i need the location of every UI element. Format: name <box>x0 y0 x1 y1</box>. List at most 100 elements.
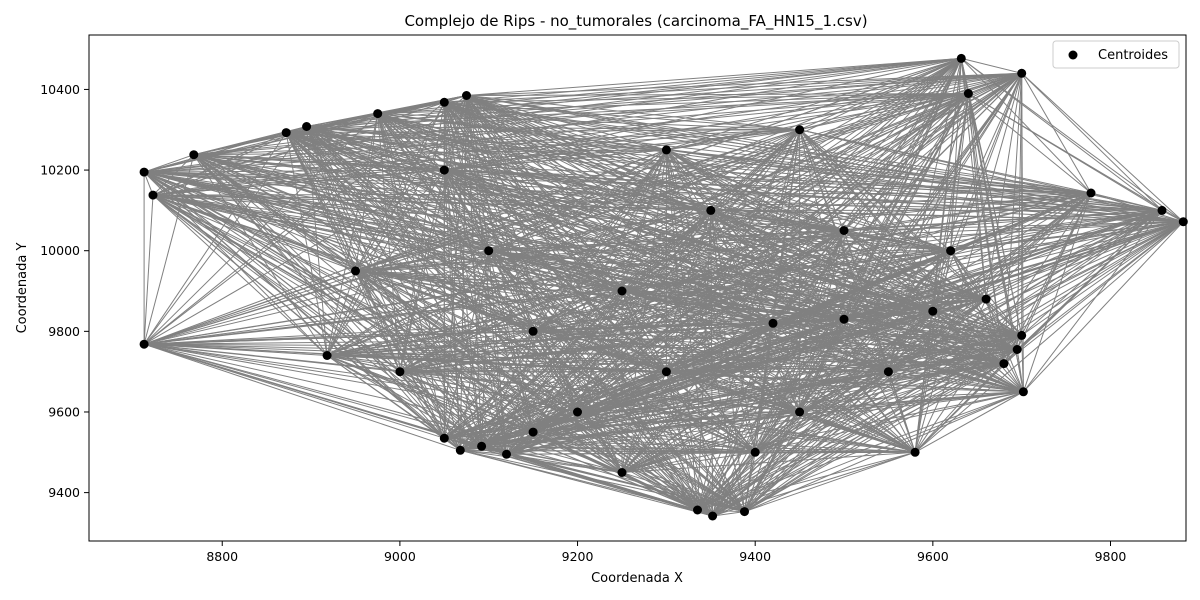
legend: Centroides <box>1052 40 1180 69</box>
centroid-point <box>910 447 920 457</box>
rips-edge <box>143 113 379 345</box>
centroid-point <box>351 266 360 276</box>
rips-edge <box>443 95 467 171</box>
rips-edge <box>914 210 1163 453</box>
rips-edge <box>666 93 969 151</box>
rips-edge <box>843 318 1005 365</box>
centroid-point <box>883 367 893 377</box>
rips-edge <box>443 170 483 447</box>
rips-edge <box>444 129 800 171</box>
rips-edge <box>444 169 1163 211</box>
rips-edge <box>533 330 1004 365</box>
rips-edge <box>532 330 756 453</box>
x-axis-ticks: 8800 9000 9200 9400 9600 9800 <box>206 541 1126 564</box>
rips-edge <box>399 149 667 373</box>
rips-edge <box>532 250 951 433</box>
rips-edge <box>193 154 507 455</box>
rips-edge <box>950 250 1005 364</box>
y-tick-label: 9800 <box>48 324 80 339</box>
rips-edge <box>193 154 356 272</box>
rips-edge <box>843 192 1092 231</box>
rips-edge <box>532 298 987 433</box>
rips-edge <box>532 221 1184 433</box>
centroid-point <box>795 407 805 417</box>
rips-edge <box>744 349 1018 513</box>
rips-edge <box>444 93 969 171</box>
rips-edge <box>799 129 1005 364</box>
centroid-point <box>148 190 158 200</box>
rips-edge <box>355 270 623 292</box>
rips-edge <box>143 101 445 345</box>
rips-edge <box>444 101 1163 211</box>
rips-edge <box>355 113 379 271</box>
centroid-point <box>139 339 149 349</box>
rips-edge <box>621 371 889 473</box>
rips-edge <box>665 149 712 211</box>
rips-edge <box>1021 221 1184 336</box>
rips-edge <box>843 230 1005 364</box>
rips-edge <box>399 102 445 372</box>
rips-edge <box>444 72 1022 171</box>
rips-edge <box>710 209 1184 223</box>
rips-edge <box>152 194 534 433</box>
rips-edge <box>355 95 467 272</box>
rips-edge <box>506 453 713 517</box>
plot-area: 8800 9000 9200 9400 9600 9800 9400 9600 9800 100… <box>40 34 1188 564</box>
rips-edge <box>772 322 889 373</box>
rips-edge <box>355 270 1024 393</box>
rips-edge <box>932 250 952 312</box>
rips-edge <box>444 93 969 439</box>
rips-edge <box>621 250 951 473</box>
centroid-point <box>439 97 449 107</box>
rips-edge <box>306 93 969 127</box>
rips-edge <box>444 169 623 292</box>
rips-edge <box>355 270 756 453</box>
rips-edge <box>914 250 952 453</box>
centroid-point <box>439 165 449 175</box>
rips-edge <box>143 93 969 345</box>
rips-edge <box>143 154 195 345</box>
rips-edge <box>326 93 969 356</box>
rips-edge <box>710 210 756 453</box>
rips-edge <box>355 250 951 272</box>
rips-edge <box>326 355 461 451</box>
rips-edge <box>152 194 328 356</box>
centroid-point <box>477 441 487 451</box>
rips-edge <box>799 93 969 131</box>
rips-edge <box>1023 210 1163 393</box>
rips-edge <box>665 149 801 413</box>
rips-edge <box>306 126 507 455</box>
rips-edge <box>1021 72 1163 211</box>
rips-edge <box>532 72 1022 433</box>
rips-edge <box>399 371 507 455</box>
centroid-point <box>946 246 956 256</box>
rips-edge <box>799 129 951 252</box>
rips-edge <box>621 129 801 473</box>
centroid-point <box>484 246 494 256</box>
rips-edge <box>1021 210 1163 336</box>
rips-edge <box>666 318 845 373</box>
centroid-point <box>795 125 805 135</box>
rips-edge <box>985 298 1005 364</box>
rips-edge <box>443 169 534 433</box>
rips-edge <box>399 209 1163 373</box>
rips-edge <box>914 363 1005 453</box>
rips-edge <box>950 58 962 251</box>
rips-edge <box>355 270 623 473</box>
rips-edge <box>666 57 962 151</box>
rips-edge <box>1003 363 1024 393</box>
centroid-point <box>1012 345 1022 354</box>
rips-edge <box>799 57 962 131</box>
rips-edge <box>443 169 756 453</box>
rips-edge <box>355 209 711 272</box>
rips-edge <box>444 169 933 312</box>
rips-edge <box>443 250 490 439</box>
rips-edge <box>932 93 969 312</box>
rips-edge <box>532 431 623 473</box>
rips-edge <box>843 73 1023 320</box>
rips-edge <box>506 431 534 455</box>
rips-edge <box>355 230 845 272</box>
centroid-point <box>617 286 627 296</box>
rips-edge <box>143 171 356 272</box>
rips-edge <box>843 230 951 252</box>
